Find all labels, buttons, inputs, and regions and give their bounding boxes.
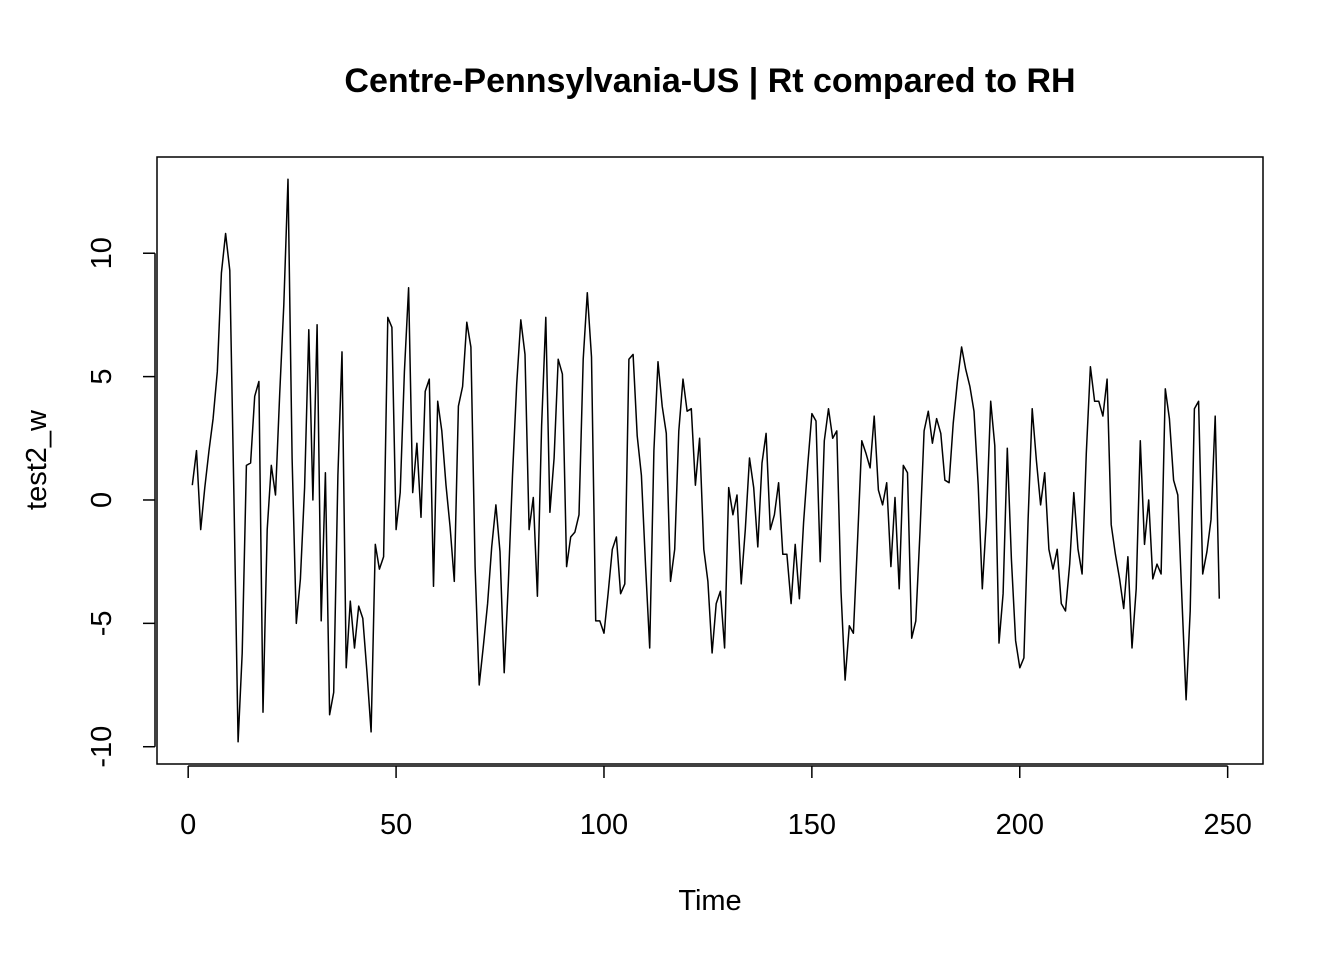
x-tick-label: 150 <box>788 809 836 841</box>
y-tick-label: 10 <box>86 237 118 269</box>
plot-box <box>156 156 1264 765</box>
y-axis-title: test2_w <box>21 409 53 510</box>
y-axis: -10 -5 0 5 10 <box>86 237 156 768</box>
x-tick-label: 250 <box>1203 809 1251 841</box>
x-tick-label: 200 <box>996 809 1044 841</box>
x-tick-label: 100 <box>580 809 628 841</box>
y-tick-label: -5 <box>86 610 118 636</box>
y-tick-label: -10 <box>86 726 118 768</box>
series-line <box>191 178 1221 743</box>
x-tick-label: 50 <box>380 809 412 841</box>
x-axis: 0 50 100 150 200 250 <box>180 765 1252 841</box>
x-axis-title: Time <box>678 885 741 917</box>
y-tick-label: 0 <box>86 492 118 508</box>
y-tick-label: 5 <box>86 369 118 385</box>
chart-title: Centre-Pennsylvania-US | Rt compared to … <box>344 62 1075 100</box>
x-tick-label: 0 <box>180 809 196 841</box>
